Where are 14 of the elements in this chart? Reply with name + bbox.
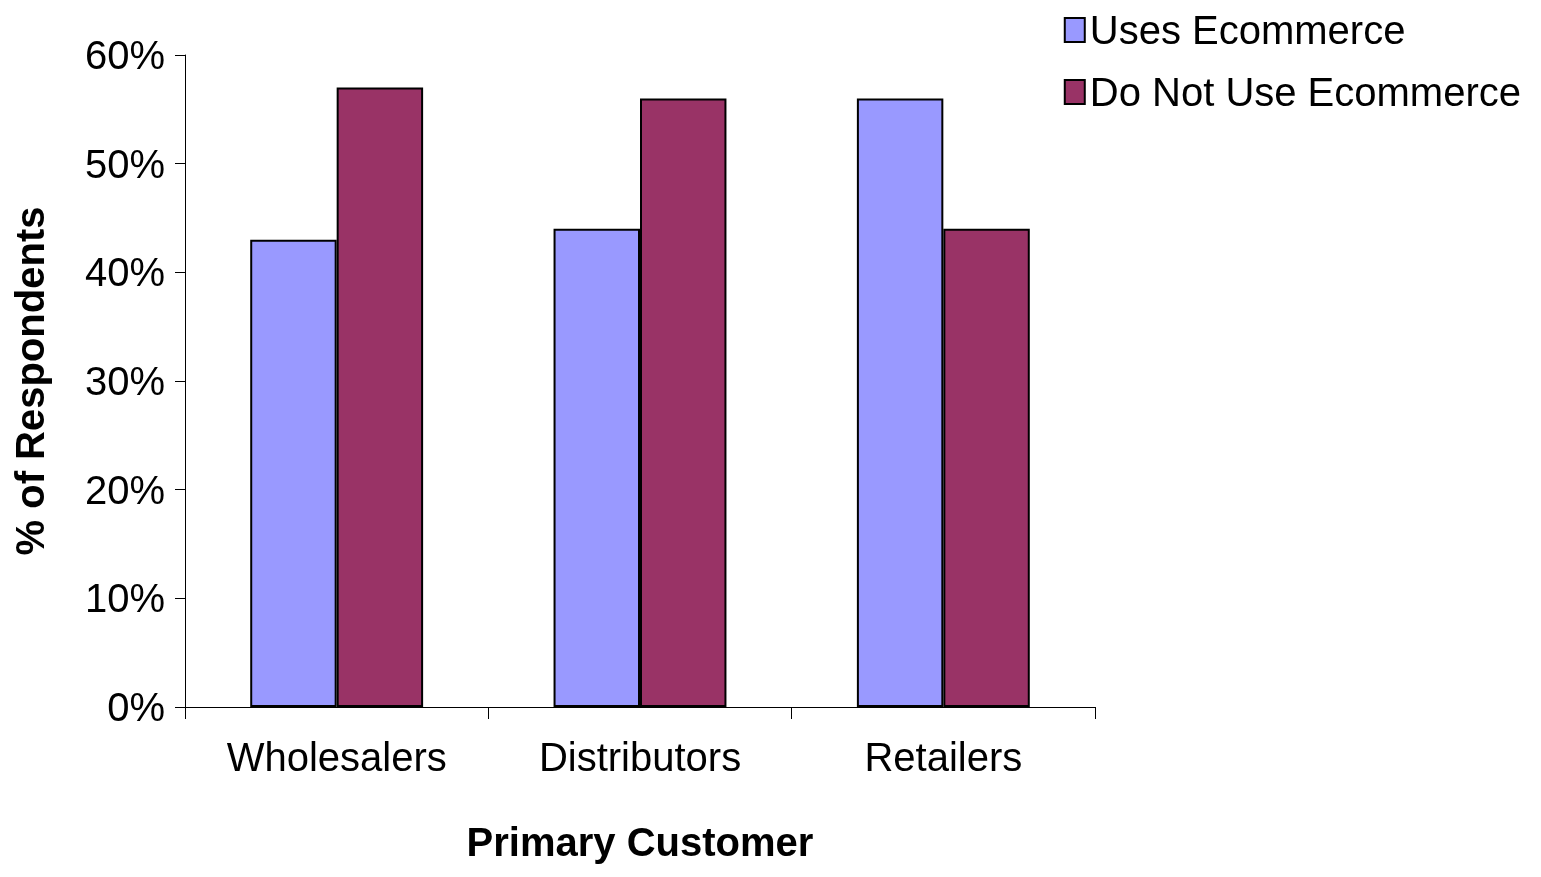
y-tick-label: 60% (84, 33, 165, 77)
y-tick-label: 40% (84, 250, 165, 295)
y-tick-label: 30% (84, 359, 165, 403)
y-tick-label: 20% (84, 467, 165, 512)
y-axis-title: % of Respondents (8, 206, 52, 556)
x-tick-label: Distributors (538, 735, 742, 779)
y-tick-label: 0% (107, 685, 165, 729)
y-tick-label: 10% (84, 576, 165, 621)
x-tick-label: Wholesalers (226, 735, 447, 779)
x-tick-label: Retailers (864, 735, 1023, 779)
legend-label: Uses Ecommerce (1089, 8, 1406, 52)
x-axis-title: Primary Customer (466, 820, 814, 864)
y-tick-label: 50% (84, 141, 165, 186)
legend-label: Do Not Use Ecommerce (1089, 70, 1521, 114)
